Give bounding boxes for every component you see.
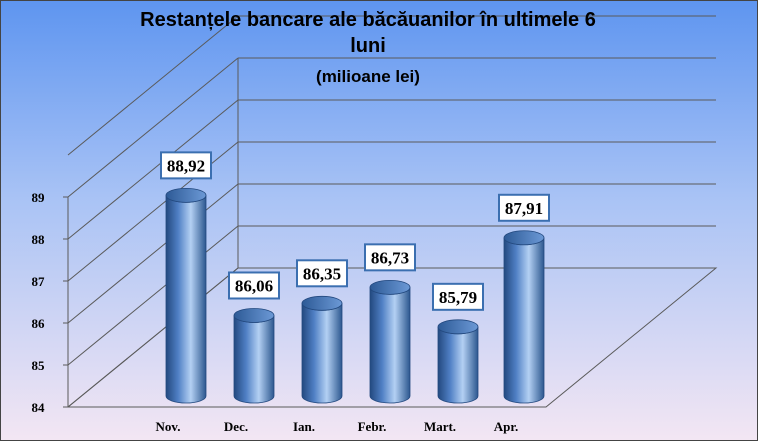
data-label-text: 87,91 — [505, 199, 543, 218]
chart-title-line-1: Restanțele bancare ale băcăuanilor în ul… — [140, 9, 596, 31]
gridline — [67, 15, 716, 156]
bar — [369, 279, 411, 404]
data-label: 86,06 — [228, 271, 280, 300]
gridline — [67, 183, 716, 324]
y-tick-label: 87 — [32, 274, 46, 289]
gridline — [67, 225, 716, 366]
data-label: 87,91 — [498, 193, 550, 222]
data-label-text: 85,79 — [439, 288, 477, 307]
x-tick-label: Dec. — [224, 419, 248, 434]
bars — [165, 187, 545, 404]
chart-subtitle: (milioane lei) — [316, 67, 420, 86]
y-tick-label: 86 — [32, 316, 46, 331]
data-label: 88,92 — [160, 151, 212, 180]
bar — [437, 319, 479, 404]
x-tick-label: Ian. — [293, 419, 315, 434]
y-axis: 84 85 86 87 88 89 — [32, 190, 69, 415]
x-tick-label: Nov. — [156, 419, 181, 434]
data-labels: 88,92 86,06 86,35 86,73 85,79 87,91 — [160, 151, 550, 311]
bar — [503, 230, 545, 404]
data-label-text: 86,73 — [371, 248, 409, 267]
y-tick-label: 88 — [32, 232, 46, 247]
data-label-text: 86,06 — [235, 276, 273, 295]
x-tick-label: Mart. — [424, 419, 456, 434]
y-tick-label: 84 — [32, 400, 46, 415]
chart-title: Restanțele bancare ale băcăuanilor în ul… — [140, 9, 596, 86]
bar — [233, 308, 275, 404]
bar — [301, 295, 343, 404]
bar — [165, 187, 207, 404]
data-label-text: 88,92 — [167, 156, 205, 175]
gridline — [67, 57, 716, 198]
data-label: 85,79 — [432, 282, 484, 311]
data-label: 86,35 — [296, 259, 348, 288]
data-label-text: 86,35 — [303, 264, 341, 283]
gridline — [67, 99, 716, 240]
data-label: 86,73 — [364, 243, 416, 272]
y-tick-label: 89 — [32, 190, 46, 205]
x-tick-label: Febr. — [358, 419, 387, 434]
y-tick-label: 85 — [32, 358, 46, 373]
chart-title-line-2: luni — [350, 35, 386, 57]
x-tick-label: Apr. — [494, 419, 518, 434]
x-axis: Nov. Dec. Ian. Febr. Mart. Apr. — [156, 419, 519, 434]
